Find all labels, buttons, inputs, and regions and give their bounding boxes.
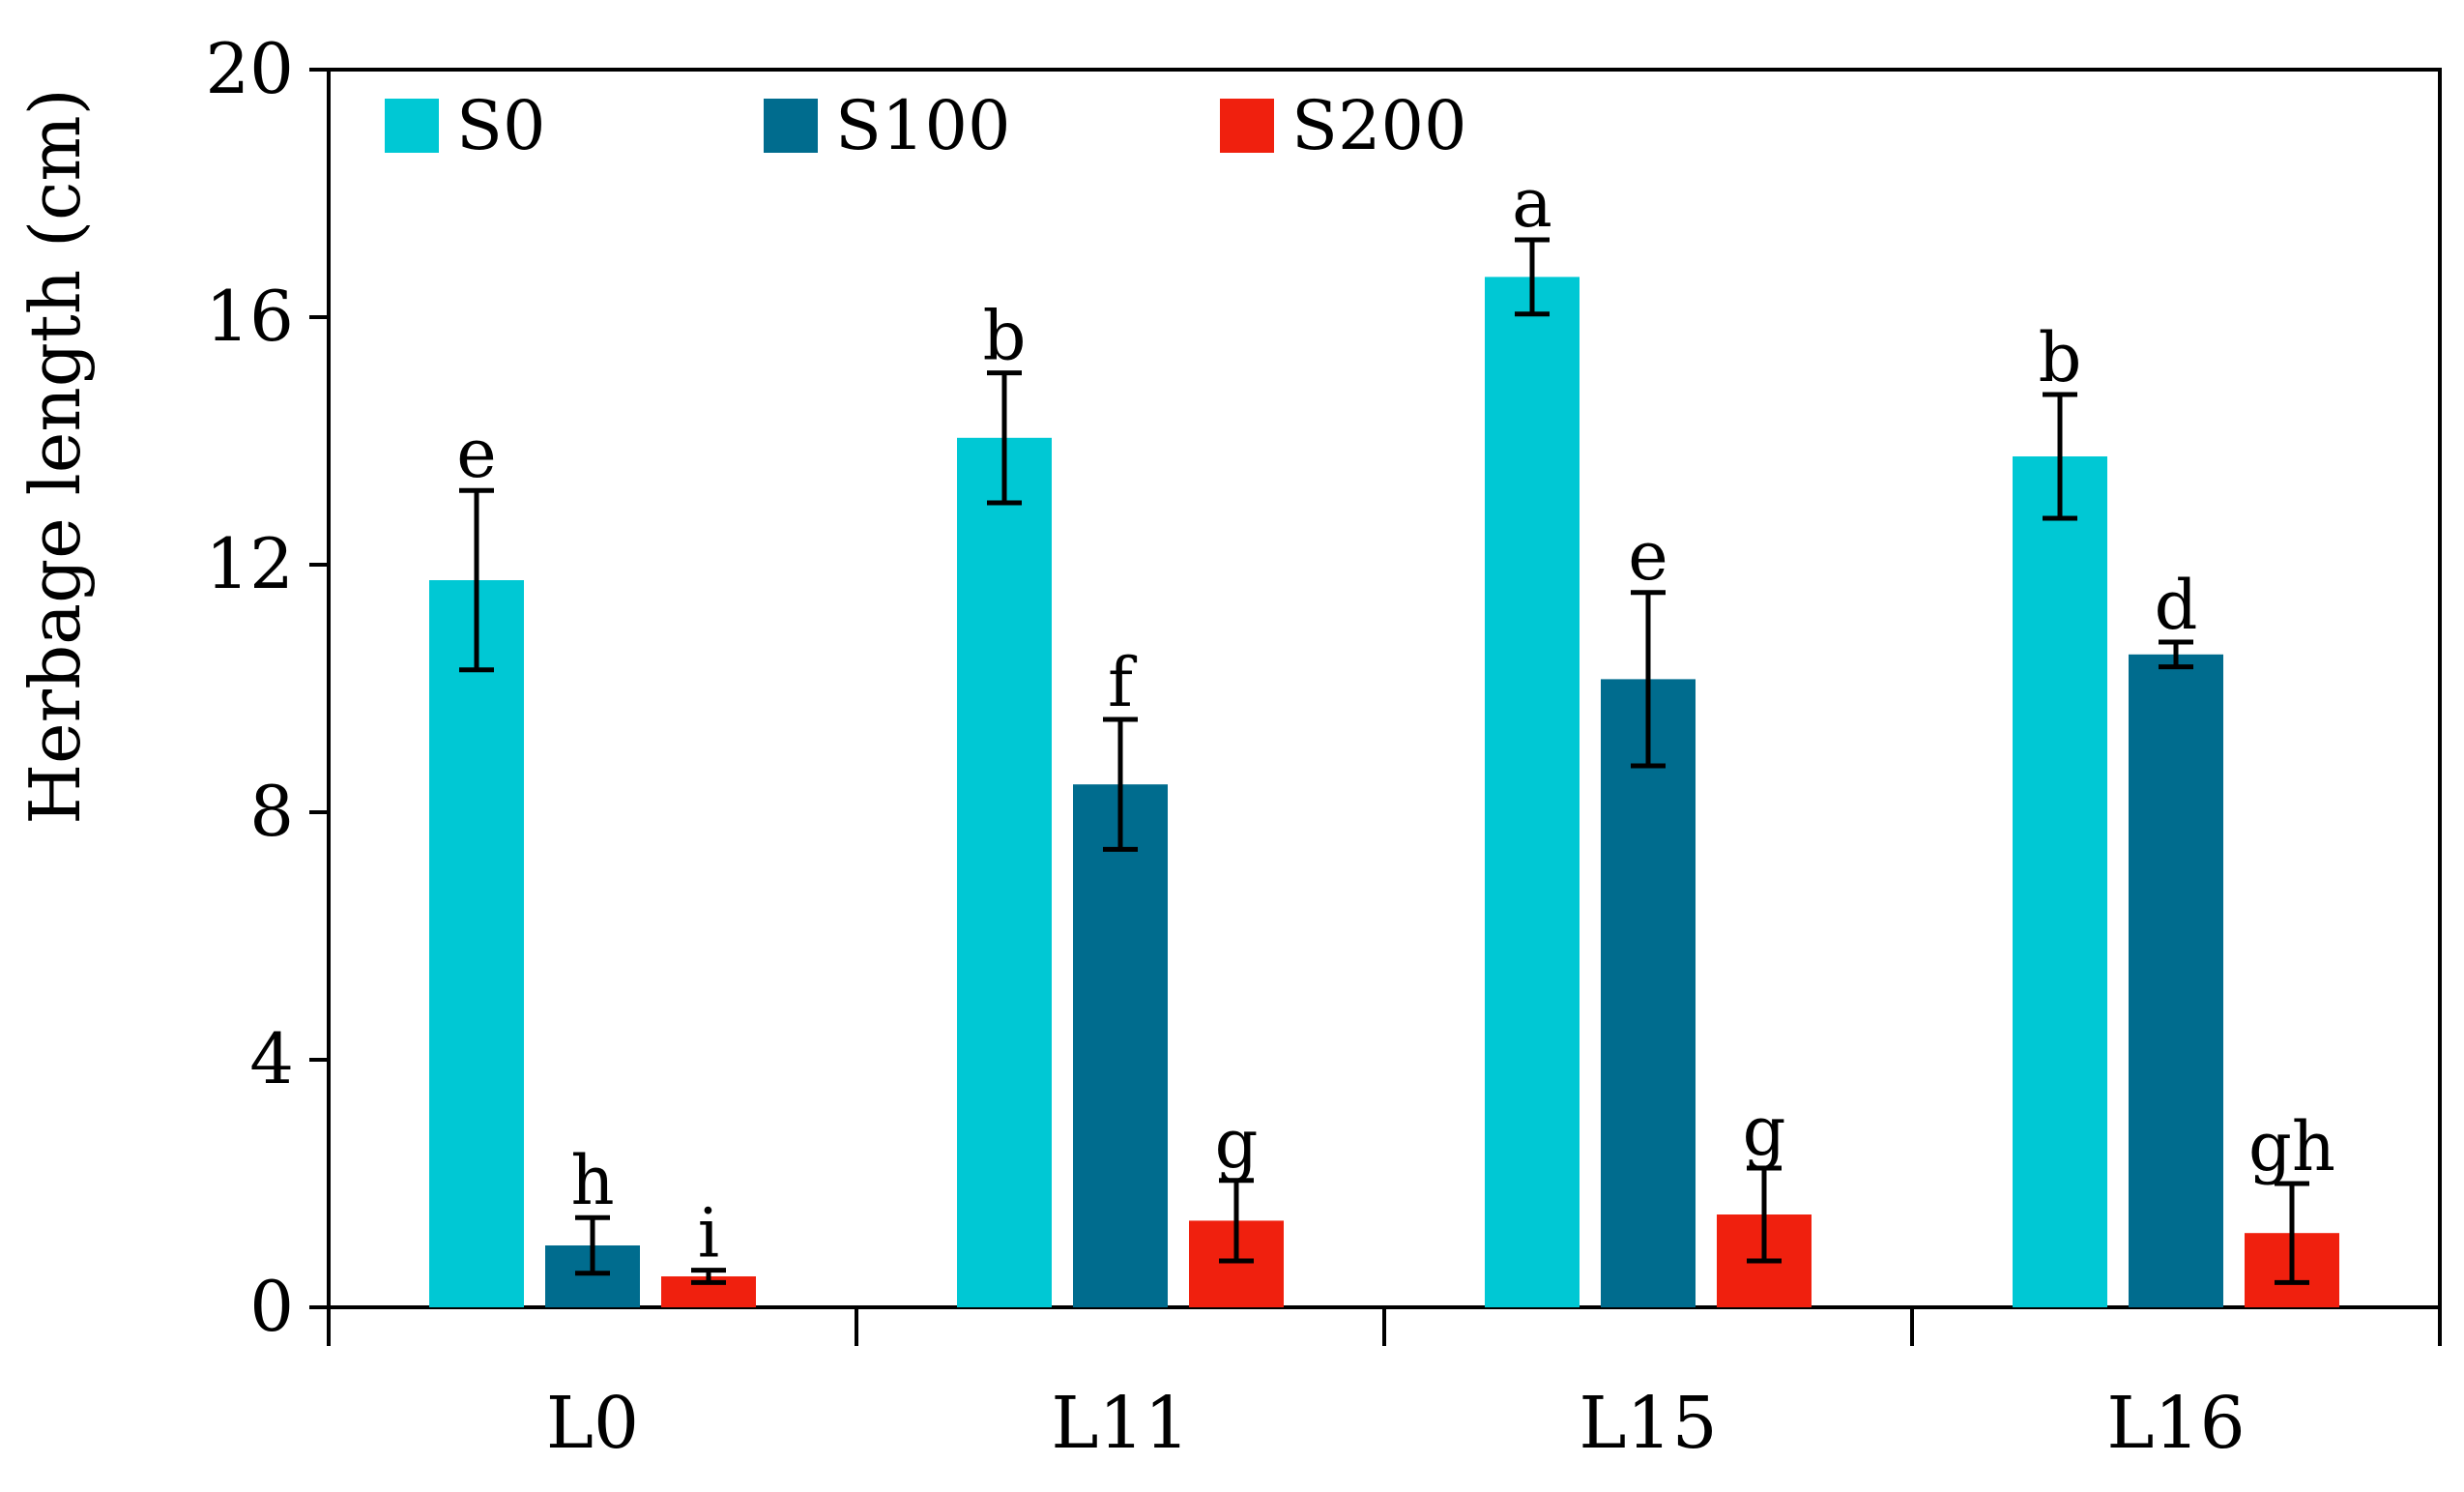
significance-letter: gh: [2248, 1107, 2335, 1186]
error-bar: [459, 487, 494, 673]
x-category-label: L16: [2106, 1382, 2245, 1465]
error-bar: [1103, 717, 1138, 852]
plot-area: 0 4 8 12 16 20 L0 L11 L15 L16 e b a b h f e d i g g gh S0 S100 S…: [205, 28, 2442, 1465]
bar-s0-l15: [1485, 277, 1580, 1307]
significance-letter: h: [570, 1141, 614, 1220]
significance-letter: e: [1628, 516, 1667, 596]
bar-s100-l15: [1601, 679, 1696, 1307]
error-bar: [691, 1268, 726, 1285]
error-bar: [2043, 392, 2077, 521]
y-axis-title: Herbage length (cm): [14, 88, 96, 824]
legend-swatch-s100: [764, 99, 818, 153]
significance-letter: f: [1108, 643, 1138, 722]
error-bar: [1515, 237, 1550, 317]
y-tick-label: 4: [249, 1018, 294, 1099]
y-tick-label: 12: [205, 523, 294, 604]
error-bar: [987, 370, 1022, 506]
bar-s0-l11: [957, 437, 1052, 1307]
legend-label-s100: S100: [835, 86, 1011, 165]
significance-letter: i: [698, 1194, 719, 1273]
bar-s0-l16: [2013, 456, 2107, 1307]
legend-swatch-s0: [385, 99, 439, 153]
error-bar: [1219, 1178, 1254, 1264]
x-category-label: L15: [1579, 1382, 1717, 1465]
significance-letter: e: [456, 414, 496, 493]
y-tick-label: 16: [205, 276, 294, 357]
significance-letter: a: [1512, 163, 1552, 243]
significance-letter: d: [2155, 566, 2198, 645]
legend-label-s200: S200: [1291, 86, 1467, 165]
legend-label-s0: S0: [456, 86, 546, 165]
significance-letter: b: [983, 297, 1027, 376]
error-bar: [1747, 1165, 1782, 1264]
error-bar: [2159, 639, 2193, 670]
bar-s100-l11: [1073, 784, 1168, 1307]
error-bar: [1631, 590, 1666, 769]
error-bar: [575, 1214, 610, 1276]
y-tick-label: 8: [249, 771, 294, 852]
bar-s0-l0: [429, 580, 524, 1307]
y-tick-label: 0: [249, 1266, 294, 1347]
y-tick-label: 20: [205, 28, 294, 109]
x-category-label: L11: [1051, 1382, 1189, 1465]
significance-letter: b: [2039, 318, 2082, 397]
bar-s100-l16: [2129, 654, 2223, 1307]
legend-swatch-s200: [1220, 99, 1274, 153]
x-category-label: L0: [546, 1382, 639, 1465]
significance-letter: g: [1743, 1092, 1786, 1171]
error-bar: [2275, 1181, 2309, 1285]
significance-letter: g: [1215, 1104, 1259, 1184]
